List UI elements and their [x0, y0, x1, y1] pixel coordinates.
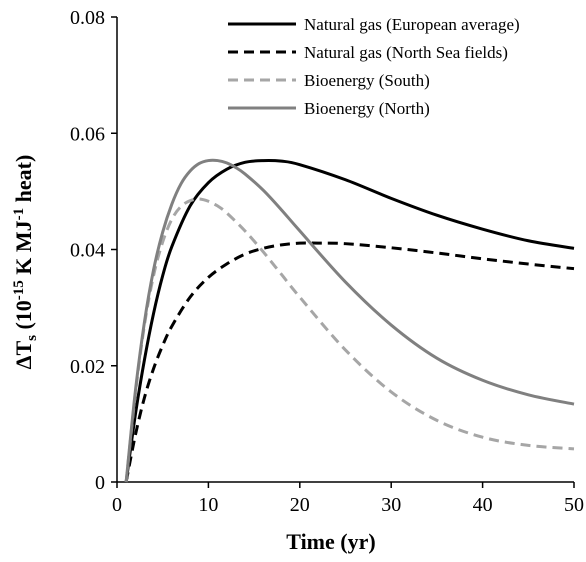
- x-tick-label: 40: [473, 494, 493, 516]
- y-tick-label: 0.04: [70, 240, 105, 262]
- x-ticks: 0 10 20 30 40 50: [112, 482, 584, 516]
- x-axis-title: Time (yr): [286, 529, 375, 554]
- y-tick-label: 0.02: [70, 356, 105, 378]
- series-line-bioenergy-south: [124, 197, 575, 483]
- x-tick-label: 50: [564, 494, 584, 516]
- plot-area: 0 10 20 30 40 50 0 0.02 0.04 0.06 0.08: [70, 7, 584, 516]
- y-axis-title-sub: s: [24, 335, 40, 341]
- y-axis-title: ΔTs (10-15 K MJ-1 heat): [11, 155, 40, 370]
- legend-label: Natural gas (European average): [304, 15, 520, 34]
- x-tick-label: 30: [381, 494, 401, 516]
- legend-label: Bioenergy (South): [304, 71, 430, 90]
- y-tick-label: 0.08: [70, 7, 105, 29]
- series-line-natural-gas-north-sea-fields: [124, 241, 575, 483]
- series-line-natural-gas-european-average: [124, 158, 575, 483]
- legend: Natural gas (European average) Natural ga…: [228, 15, 520, 118]
- y-axis-title-mid2: K MJ: [11, 220, 36, 280]
- y-axis-title-mid: (10: [11, 300, 36, 335]
- y-axis-title-sup1: -15: [11, 280, 27, 300]
- y-ticks: 0 0.02 0.04 0.06 0.08: [70, 7, 117, 494]
- series-lines: [124, 158, 575, 483]
- legend-label: Natural gas (North Sea fields): [304, 43, 508, 62]
- y-tick-label: 0.06: [70, 123, 105, 145]
- x-tick-label: 20: [290, 494, 310, 516]
- x-tick-label: 0: [112, 494, 122, 516]
- series-line-bioenergy-north: [124, 158, 575, 483]
- y-axis-title-sup2: -1: [11, 208, 27, 221]
- x-tick-label: 10: [198, 494, 218, 516]
- y-axis-title-post: heat): [11, 155, 36, 208]
- y-tick-label: 0: [95, 472, 105, 494]
- legend-label: Bioenergy (North): [304, 99, 430, 118]
- y-axis-title-delta: ΔT: [11, 341, 36, 370]
